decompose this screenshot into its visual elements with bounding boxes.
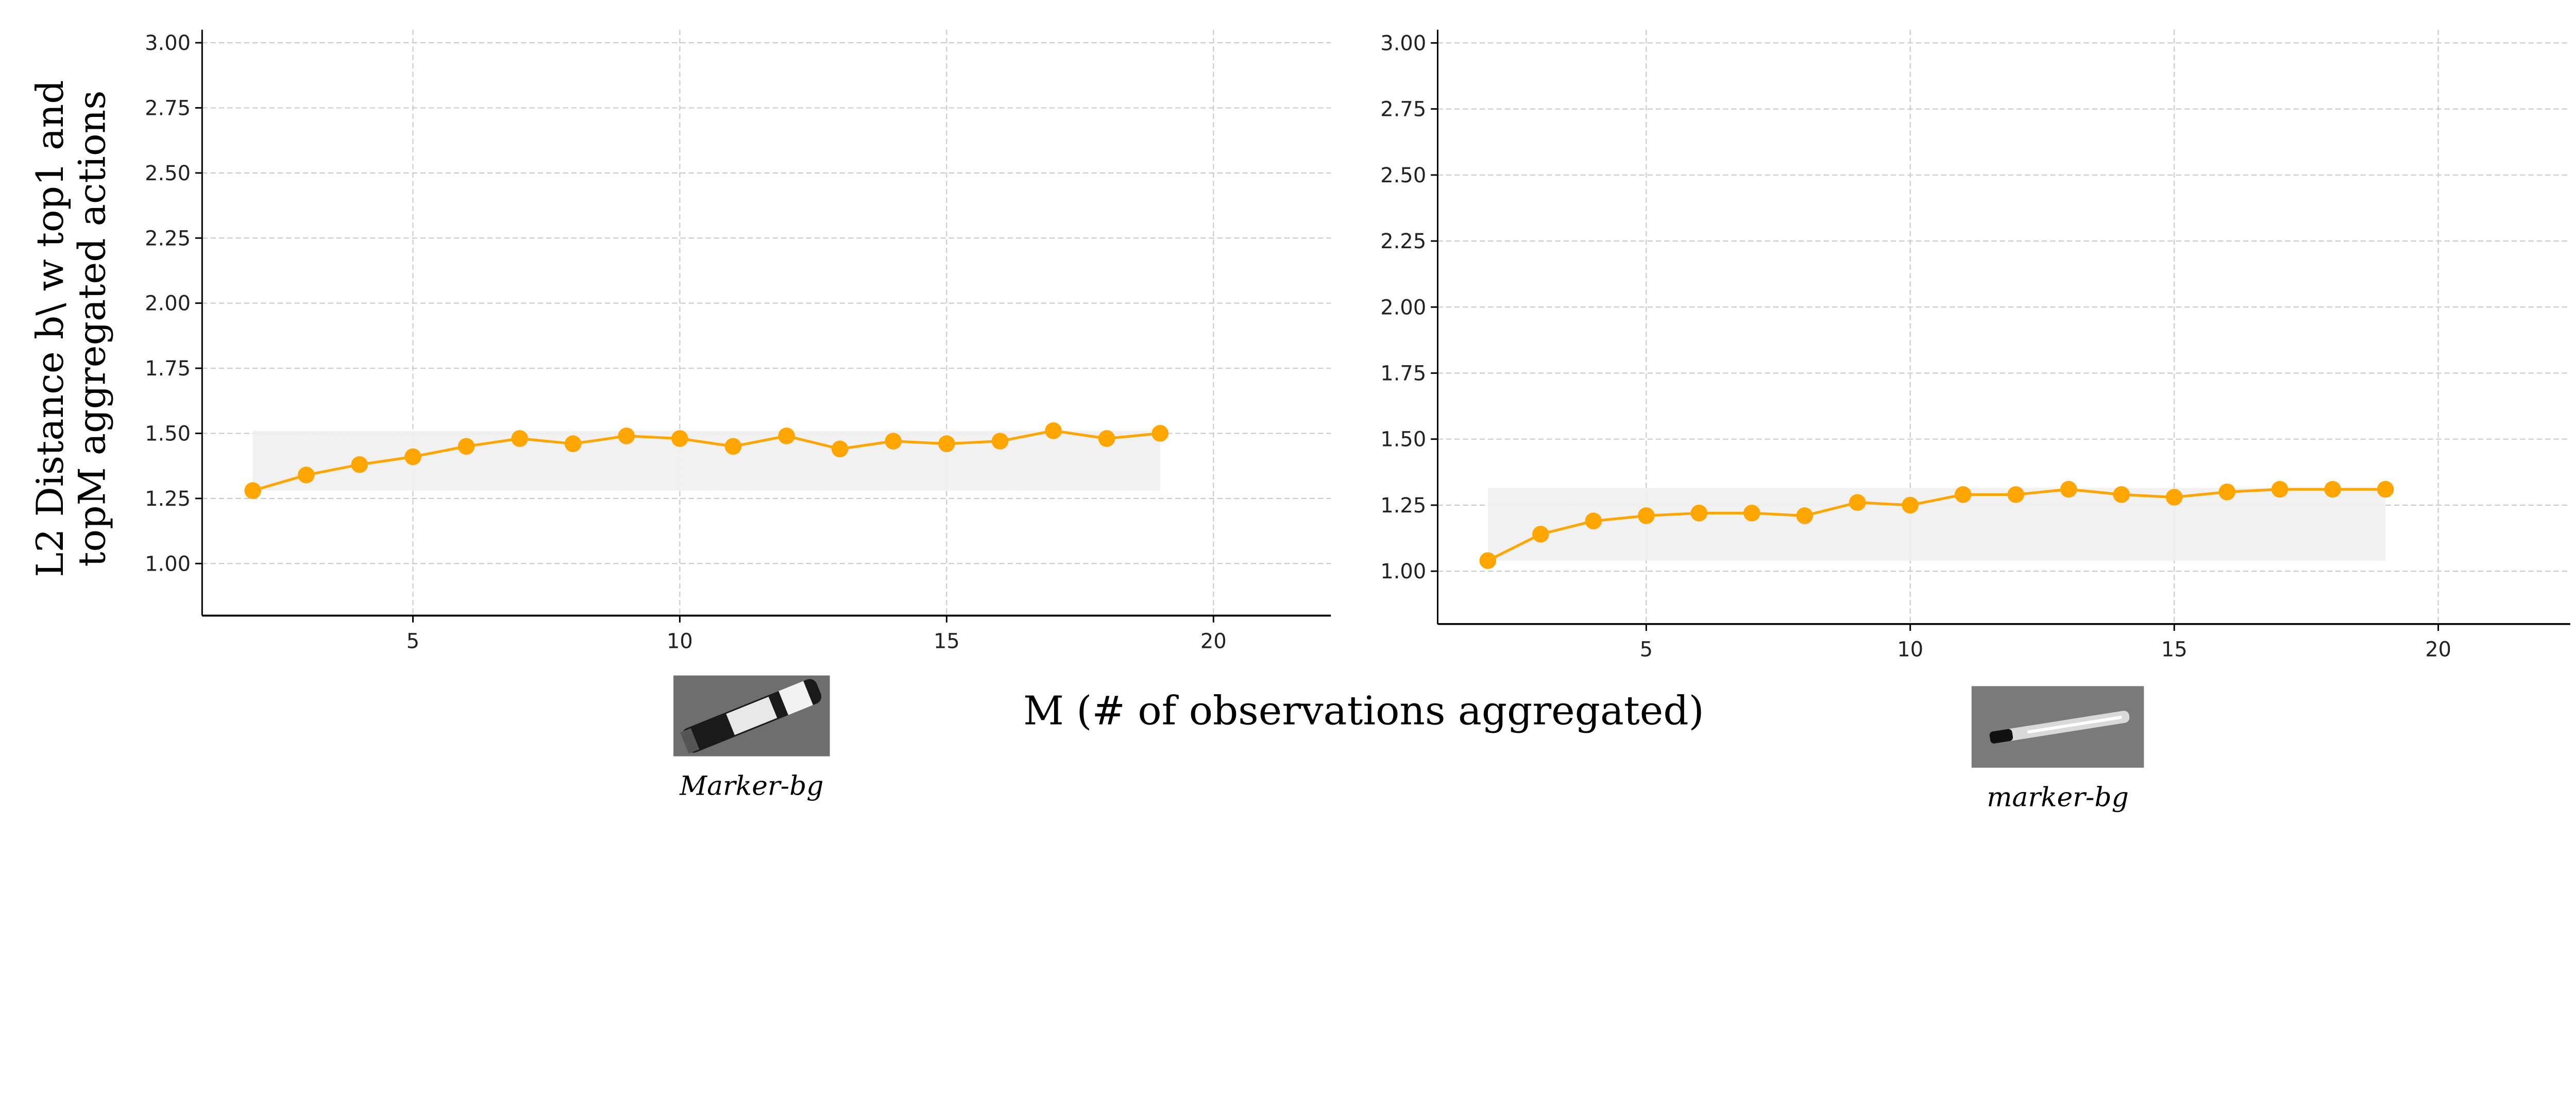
- data-point: [1849, 494, 1866, 511]
- data-point: [2271, 480, 2289, 498]
- x-tick-label: 5: [406, 629, 419, 653]
- figure: 5 10 15 20 1.00 1.25 1.50 1.75 2.00 2.25 2.50 2.75 3…: [29, 29, 2570, 813]
- data-point: [404, 448, 421, 466]
- y-tick-label: 2.50: [1380, 164, 1426, 187]
- data-point: [244, 482, 261, 499]
- y-tick-label: 1.25: [1380, 494, 1426, 518]
- y-tick-label: 2.25: [1380, 230, 1426, 253]
- x-tick-label: 10: [667, 629, 693, 653]
- y-axis-label-line2: topM aggregated actions: [71, 90, 114, 566]
- y-tick-label: 2.25: [145, 227, 191, 250]
- y-tick-label: 1.00: [1380, 560, 1426, 583]
- y-tick-label: 1.75: [1380, 362, 1426, 386]
- data-point: [831, 440, 849, 458]
- data-point: [778, 427, 795, 444]
- data-point: [1690, 504, 1708, 522]
- y-tick-label: 2.00: [145, 292, 191, 316]
- marker-photo-right: [1971, 686, 2144, 768]
- data-point: [1098, 430, 1115, 447]
- data-point: [885, 433, 902, 450]
- data-point: [938, 435, 955, 452]
- data-point: [1151, 425, 1169, 442]
- data-point: [2377, 480, 2394, 498]
- data-point: [1743, 504, 1760, 522]
- image-caption-right: marker-bg: [1987, 782, 2128, 813]
- y-tick-label: 3.00: [1380, 31, 1426, 55]
- data-point: [2060, 480, 2077, 498]
- data-point: [671, 430, 688, 447]
- y-tick-label: 3.00: [145, 31, 191, 55]
- x-axis-label: M (# of observations aggregated): [1023, 688, 1704, 734]
- y-tick-label: 1.25: [145, 487, 191, 511]
- image-caption-left: Marker-bg: [679, 770, 823, 801]
- y-tick-label: 2.75: [1380, 98, 1426, 122]
- data-point: [511, 430, 528, 447]
- data-point: [1954, 486, 1972, 503]
- data-point: [1532, 526, 1549, 543]
- data-point: [564, 435, 582, 452]
- x-tick-label: 15: [934, 629, 960, 653]
- x-tick-label: 5: [1640, 638, 1653, 662]
- data-point: [457, 438, 475, 455]
- y-tick-label: 1.75: [145, 357, 191, 381]
- y-tick-label: 2.00: [1380, 296, 1426, 319]
- x-tick-label: 20: [1200, 629, 1227, 653]
- data-point: [1479, 552, 1497, 569]
- data-point: [2113, 486, 2130, 503]
- x-tick-label: 20: [2425, 638, 2451, 662]
- data-point: [724, 438, 742, 455]
- left-chart: 5 10 15 20 1.00 1.25 1.50 1.75 2.00 2.25 2.50 2.75 3…: [145, 29, 1331, 653]
- x-tick-label: 15: [2161, 638, 2188, 662]
- data-point: [2007, 486, 2025, 503]
- y-tick-label: 1.50: [145, 422, 191, 446]
- data-point: [1585, 512, 1602, 529]
- data-point: [1796, 507, 1814, 524]
- data-point: [351, 456, 368, 473]
- y-tick-label: 2.75: [145, 96, 191, 120]
- data-point: [1902, 496, 1919, 514]
- data-point: [991, 433, 1009, 450]
- data-point: [1638, 507, 1655, 524]
- data-point: [1045, 422, 1062, 439]
- data-point: [2218, 483, 2235, 501]
- marker-photo-left: [673, 675, 830, 757]
- right-chart: 5 10 15 20 1.00 1.25 1.50 1.75 2.00 2.25 2.50 2.75 3…: [1380, 29, 2570, 662]
- y-axis-label-line1: L2 Distance b\ w top1 and: [29, 80, 72, 577]
- data-point: [2165, 489, 2183, 506]
- data-point: [2324, 480, 2341, 498]
- series-line: [1487, 488, 2386, 562]
- data-point: [618, 427, 635, 444]
- x-tick-label: 10: [1897, 638, 1923, 662]
- y-tick-label: 1.00: [145, 552, 191, 576]
- y-tick-label: 1.50: [1380, 428, 1426, 452]
- data-point: [298, 467, 315, 484]
- series-line: [252, 429, 1161, 492]
- y-tick-label: 2.50: [145, 162, 191, 185]
